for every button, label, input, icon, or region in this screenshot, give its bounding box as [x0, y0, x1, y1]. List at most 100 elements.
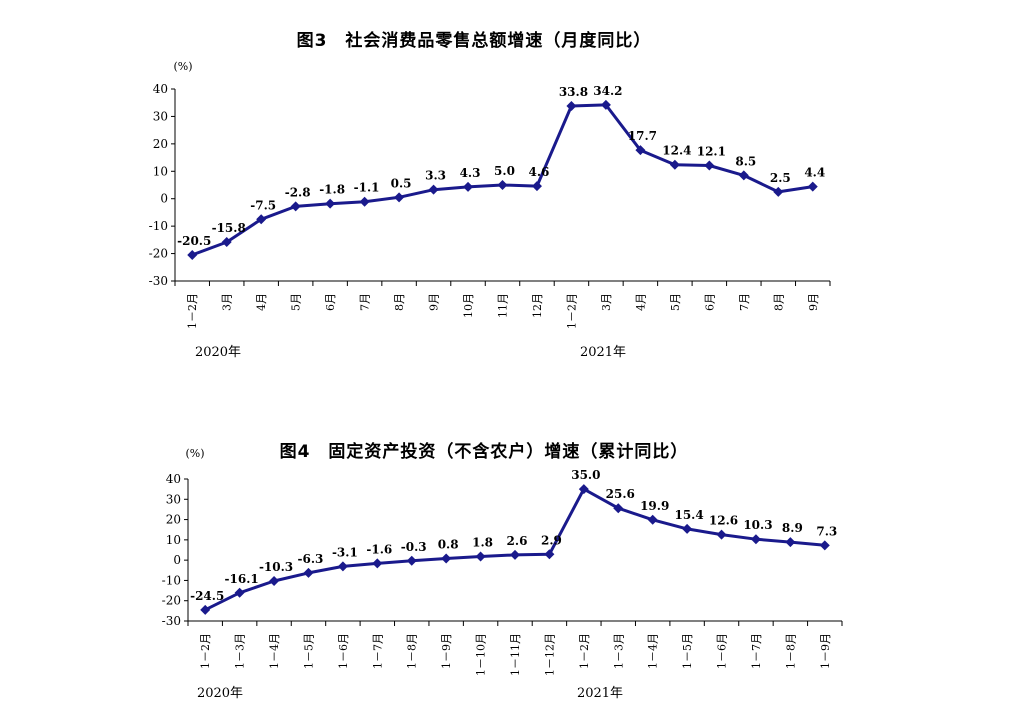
chart2-category-label: 1－9月 [440, 633, 453, 669]
chart1-category-label: 1－2月 [186, 293, 199, 329]
chart1-category-label: 12月 [531, 293, 544, 318]
chart2-data-point [510, 549, 520, 560]
chart1-data-point [635, 145, 646, 156]
chart2-data-point [475, 551, 486, 562]
chart1-y-tick-label: 10 [153, 164, 168, 178]
chart2-data-point [544, 549, 555, 560]
chart2-category-label: 1－7月 [371, 633, 384, 669]
chart1-data-label: 34.2 [593, 84, 622, 98]
chart2-data-point [269, 576, 280, 587]
chart2-y-tick-label: -20 [162, 594, 181, 608]
chart2-data-label: -0.3 [401, 540, 427, 554]
chart1-data-point [773, 186, 784, 197]
chart1-data-point [704, 160, 715, 171]
chart2-year-label-2020: 2020年 [197, 686, 243, 701]
chart1-data-point [394, 192, 405, 203]
chart2-data-point [337, 561, 348, 572]
chart2-data-label: 0.8 [438, 538, 459, 552]
chart2-data-point [578, 484, 589, 495]
chart2-data-point [716, 529, 727, 540]
chart1-y-tick-label: -10 [149, 219, 168, 233]
chart1-category-label: 9月 [807, 293, 820, 311]
chart2-data-label: 25.6 [606, 487, 635, 501]
chart2-y-tick-label: -30 [162, 614, 181, 628]
chart1-data-point [221, 237, 232, 248]
chart1-category-label: 9月 [428, 293, 441, 311]
chart1-data-label: -15.8 [212, 221, 246, 235]
chart1-data-label: 0.5 [391, 176, 412, 190]
chart1-data-point [256, 214, 267, 225]
chart1-category-label: 10月 [462, 293, 475, 318]
chart1-y-tick-label: -20 [149, 247, 168, 261]
chart2-data-point [750, 534, 761, 545]
chart2-data-point [785, 537, 796, 548]
chart1-y-tick-label: 40 [153, 82, 168, 96]
chart2-data-label: 35.0 [571, 468, 600, 482]
chart1-category-label: 5月 [290, 293, 303, 311]
chart1-data-point [600, 99, 611, 110]
chart1-data-point [428, 184, 439, 195]
chart2-category-label: 1－3月 [612, 633, 625, 669]
chart2-data-point [200, 604, 211, 615]
chart1-data-label: 4.6 [529, 165, 550, 179]
chart1-data-label: 3.3 [425, 169, 446, 183]
chart1-title: 图3 社会消费品零售总额增速（月度同比） [296, 31, 652, 51]
chart1-data-point [566, 101, 577, 112]
chart1-data-label: -2.8 [285, 185, 311, 199]
chart2-data-label: -16.1 [225, 572, 259, 586]
chart1-data-label: -7.5 [250, 198, 276, 212]
chart2-unit-label: (%) [185, 447, 204, 460]
chart1-data-point [807, 181, 818, 192]
chart1-y-tick-label: 30 [153, 109, 168, 123]
chart1-data-label: 2.5 [770, 171, 791, 185]
chart2-y-tick-label: -10 [162, 573, 181, 587]
chart2-category-label: 1－3月 [234, 633, 247, 669]
chart1-data-point [669, 159, 680, 170]
chart1-data-point [359, 196, 370, 207]
chart2-category-label: 1－2月 [578, 633, 591, 669]
chart2-data-label: 2.6 [507, 534, 528, 548]
chart2-category-label: 1－11月 [509, 633, 522, 676]
chart2-category-label: 1－2月 [199, 633, 212, 669]
chart1-category-label: 3月 [600, 293, 613, 311]
chart2-category-label: 1－6月 [337, 633, 350, 669]
chart2-category-label: 1－9月 [819, 633, 832, 669]
chart1-category-label: 1－2月 [565, 293, 578, 329]
chart2-data-point [647, 514, 658, 525]
chart1-data-point [497, 180, 508, 190]
chart1-data-label: -1.1 [354, 181, 380, 195]
chart2-y-tick-label: 10 [166, 533, 181, 547]
chart1-category-label: 3月 [221, 293, 234, 311]
chart2-title: 图4 固定资产投资（不含农户）增速（累计同比） [279, 442, 689, 462]
chart1-data-label: 12.4 [662, 144, 691, 158]
chart1-data-point [290, 201, 301, 212]
chart2-category-label: 1－5月 [681, 633, 694, 669]
chart2-data-point [613, 503, 624, 514]
chart1-data-label: 8.5 [735, 154, 756, 168]
chart2-category-label: 1－5月 [302, 633, 315, 669]
chart2-category-label: 1－10月 [475, 633, 488, 676]
chart2-category-label: 1－4月 [647, 633, 660, 669]
chart2-data-label: -10.3 [259, 560, 293, 574]
chart2-data-label: 10.3 [743, 518, 772, 532]
chart2-y-tick-label: 30 [166, 492, 181, 506]
chart1-category-label: 8月 [772, 293, 785, 311]
chart1-y-tick-label: 20 [153, 137, 168, 151]
chart2-category-label: 1－8月 [784, 633, 797, 669]
chart2-data-label: 15.4 [674, 508, 703, 522]
chart2-data-label: -24.5 [190, 589, 224, 603]
chart1-year-label-2021: 2021年 [580, 345, 626, 360]
chart2-category-label: 1－8月 [406, 633, 419, 669]
chart1-category-label: 6月 [324, 293, 337, 311]
chart1-category-label: 11月 [497, 293, 510, 318]
chart2-category-label: 1－12月 [543, 633, 556, 676]
chart1-data-label: 12.1 [697, 145, 726, 159]
chart2-data-label: 12.6 [709, 514, 738, 528]
chart1-data-label: -20.5 [177, 234, 211, 248]
chart1-category-label: 6月 [703, 293, 716, 311]
chart2-series-line [204, 487, 825, 612]
chart2-data-label: 7.3 [816, 524, 837, 538]
chart1-data-point [738, 170, 749, 181]
chart2-category-label: 1－7月 [750, 633, 763, 669]
